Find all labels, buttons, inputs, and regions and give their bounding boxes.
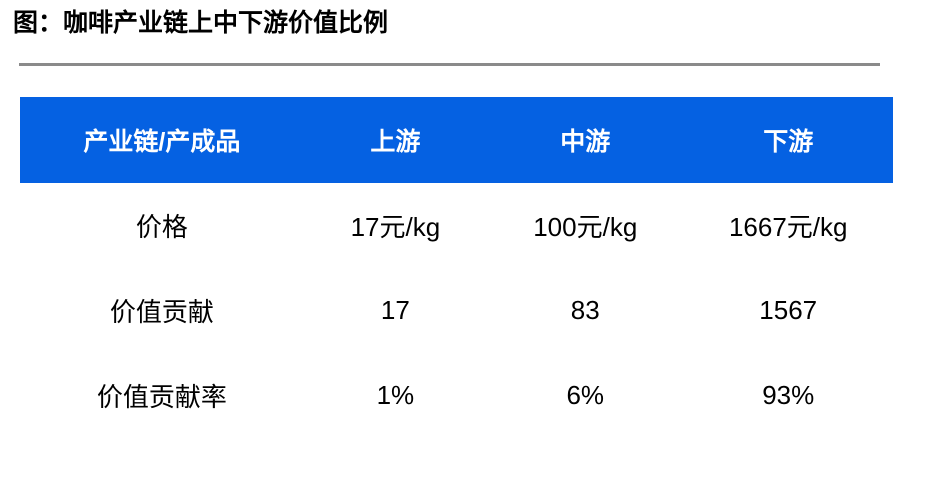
header-cell-upstream: 上游 [370,128,421,156]
header-cell-downstream: 下游 [763,128,814,156]
value-contribution-downstream-value: 1567 [759,295,818,325]
header-cell-midstream: 中游 [560,128,611,156]
price-midstream-value: 100元/kg [533,212,638,242]
price-downstream-value: 1667元/kg [728,212,848,242]
table-row-value-contribution: 价值贡献 17 83 1567 [20,268,893,353]
row-label-price: 价格 [135,212,188,242]
figure-title: 图：咖啡产业链上中下游价值比例 [13,9,389,37]
value-contribution-rate-upstream-value: 1% [376,380,415,410]
header-cell-chain-product: 产业链/产成品 [83,128,241,156]
value-contribution-midstream-value: 83 [570,295,600,325]
table-header-row: 产业链/产成品 上游 中游 下游 [20,97,893,183]
row-label-value-contribution-rate: 价值贡献率 [96,382,227,412]
table-row-value-contribution-rate: 价值贡献率 1% 6% 93% [20,353,893,438]
value-table: 产业链/产成品 上游 中游 下游 价格 17元/kg 100元/kg 1667元… [20,97,893,438]
table-row-price: 价格 17元/kg 100元/kg 1667元/kg [20,183,893,268]
value-contribution-rate-downstream-value: 93% [762,380,815,410]
row-label-value-contribution: 价值贡献 [109,297,214,327]
value-contribution-rate-midstream-value: 6% [566,380,605,410]
price-upstream-value: 17元/kg [350,212,441,242]
title-divider [19,63,880,66]
value-contribution-upstream-value: 17 [380,295,410,325]
